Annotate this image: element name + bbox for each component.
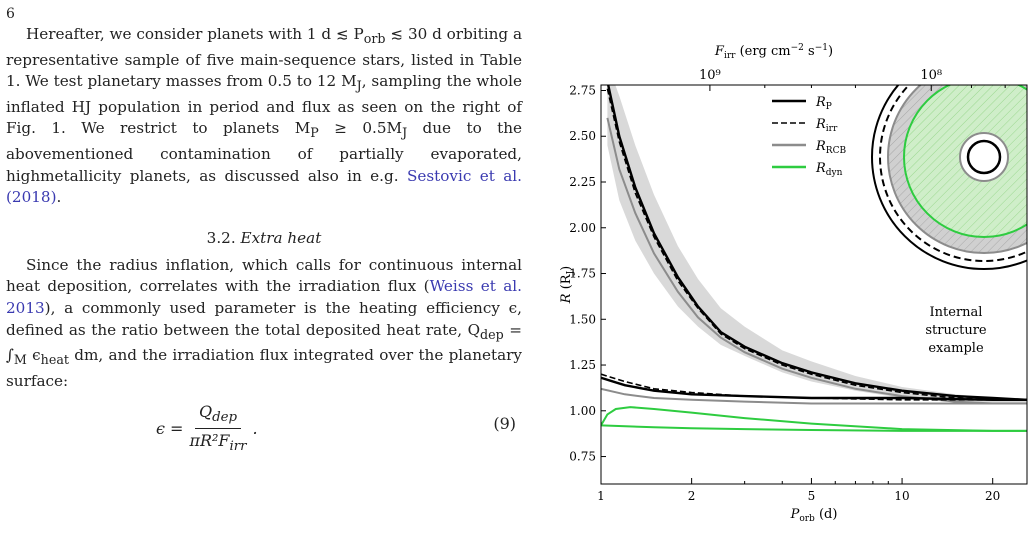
citation-link[interactable]: Weiss et al. 2013 [6, 277, 522, 318]
annotation-line-1: Internal [930, 305, 983, 320]
y-tick-label: 1.75 [569, 267, 596, 281]
series-lines [601, 85, 1027, 432]
legend: RP Rirr RRCB Rdyn [772, 95, 846, 178]
annotation-line-2: structure [925, 323, 987, 338]
series-r-dyn-high [601, 406, 1027, 432]
equation-number: (9) [493, 414, 516, 434]
internal-structure-inset [871, 85, 1027, 270]
x-tick-label: 10 [894, 489, 909, 503]
paragraph-extra-heat: Since the radius inflation, which calls … [6, 255, 522, 390]
x-tick-label: 2 [688, 489, 696, 503]
axes: 0.75 1.00 1.25 1.50 1.75 2.00 2.25 2.50 2.75 1 2 5 1… [559, 43, 1028, 524]
section-heading: 3.2. Extra heat [206, 228, 322, 247]
series-r-dyn-low [601, 424, 1027, 432]
series-r-irr-low [601, 373, 1027, 401]
y-tick-label: 1.00 [569, 404, 596, 418]
y-tick-label: 2.50 [569, 129, 596, 143]
citation-link[interactable]: Sestovic et al. (2018) [6, 166, 522, 207]
y-tick-label: 2.75 [569, 83, 596, 97]
series-r-irr-high [606, 88, 1027, 401]
radius-period-chart: 0.75 1.00 1.25 1.50 1.75 2.00 2.25 2.50 2.75 1 2 5 1… [559, 43, 1028, 524]
paragraph-intro: Hereafter, we consider planets with 1 d … [6, 25, 522, 207]
inset-core [966, 139, 1002, 175]
legend-label-irr: Rirr [815, 117, 838, 134]
text-column: Hereafter, we consider planets with 1 d … [6, 24, 522, 454]
series-r-p-high [606, 85, 1027, 401]
top-tick-label: 10⁸ [920, 68, 942, 83]
top-tick-label: 10⁹ [699, 68, 721, 83]
x-tick-label: 20 [985, 489, 1000, 503]
x-tick-label: 5 [808, 489, 816, 503]
y-tick-label: 1.25 [569, 358, 596, 372]
series-r-rcb-low [601, 387, 1027, 405]
equation-9: ϵ = Qdep πR²Firr . (9) [156, 402, 516, 454]
top-axis-label: Firr (erg cm−2 s−1) [714, 43, 833, 61]
legend-label-p: RP [815, 95, 832, 112]
annotation-internal-structure: Internal structure example [925, 305, 987, 356]
y-tick-label: 2.25 [569, 175, 596, 189]
plot-frame [600, 84, 1028, 485]
y-tick-label: 2.00 [569, 221, 596, 235]
y-tick-label: 0.75 [569, 450, 596, 464]
legend-label-dyn: Rdyn [815, 161, 843, 178]
x-axis-label: Porb (d) [790, 507, 838, 524]
page-number: 6 [6, 6, 15, 22]
y-axis-label: R (RJ) [559, 266, 576, 304]
legend-label-rcb: RRCB [815, 139, 846, 156]
x-tick-label: 1 [597, 489, 605, 503]
y-tick-label: 1.50 [569, 312, 596, 326]
annotation-line-3: example [928, 341, 984, 356]
inset-ring-outer [871, 85, 1027, 270]
